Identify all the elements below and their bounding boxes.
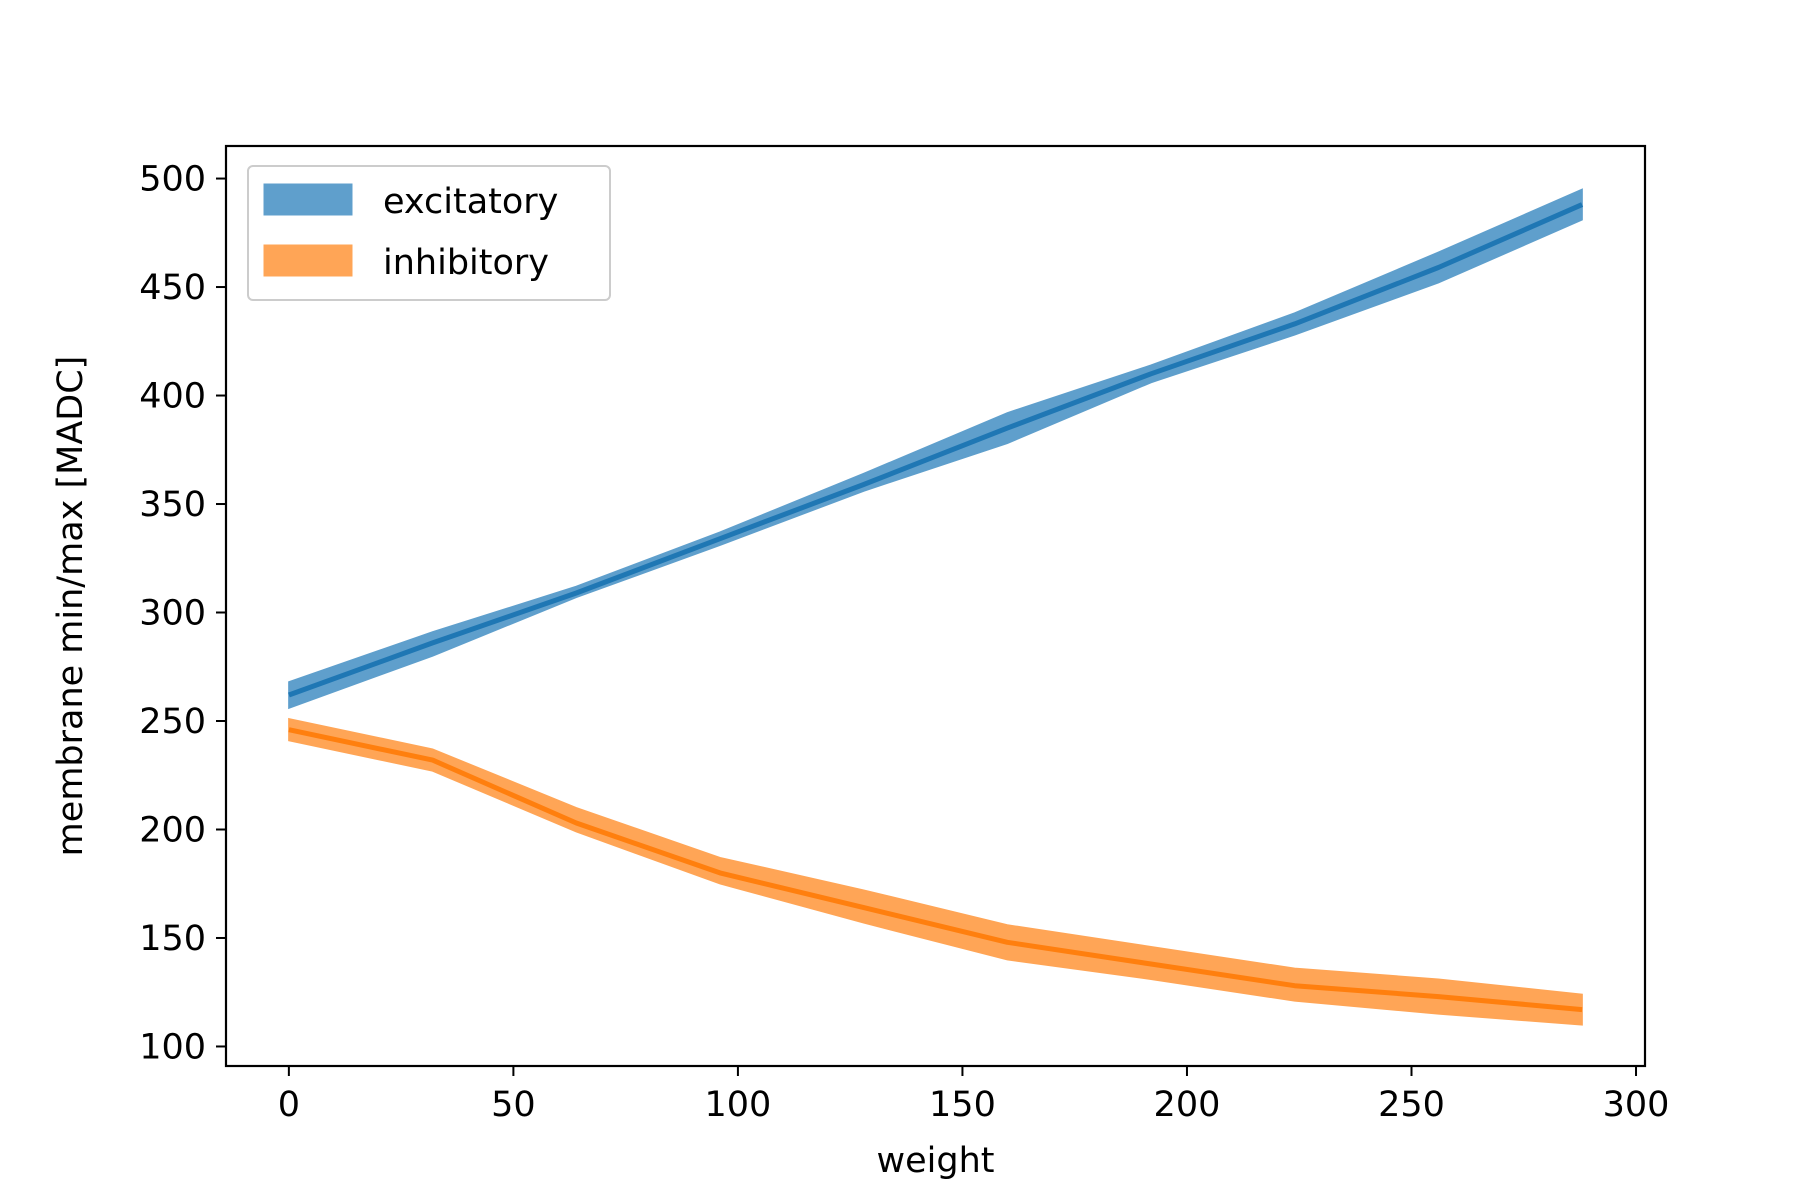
legend-label-excitatory: excitatory: [383, 182, 558, 222]
x-axis-label: weight: [876, 1141, 994, 1181]
x-axis: 0 50 100 150 200 250 300: [278, 1066, 1670, 1125]
band-inhibitory: [288, 717, 1583, 1026]
x-tick-label: 300: [1603, 1085, 1670, 1125]
legend: excitatory inhibitory: [247, 165, 611, 301]
plot-frame: [224, 144, 1647, 1068]
y-axis-label: membrane min/max [MADC]: [51, 356, 91, 857]
x-tick-label: 0: [278, 1085, 300, 1125]
line-excitatory: [288, 202, 1584, 698]
bands-layer: [288, 188, 1583, 1026]
x-tick-label: 200: [1154, 1085, 1221, 1125]
y-tick-label: 200: [139, 810, 206, 850]
line-inhibitory: [288, 727, 1583, 1013]
y-tick-label: 150: [139, 919, 206, 959]
x-tick-label: 50: [491, 1085, 536, 1125]
x-tick-label: 150: [929, 1085, 996, 1125]
lines-layer: [288, 202, 1584, 1013]
y-tick-label: 300: [139, 594, 206, 634]
x-tick-label: 250: [1378, 1085, 1445, 1125]
x-tick-label: 100: [705, 1085, 772, 1125]
y-tick-label: 450: [139, 268, 206, 308]
y-tick-label: 500: [139, 160, 206, 200]
y-tick-label: 100: [139, 1027, 206, 1067]
y-axis: 100 150 200 250 300 350 400 450 500: [139, 160, 226, 1067]
legend-swatch-inhibitory: [263, 244, 353, 277]
y-tick-label: 250: [139, 702, 206, 742]
legend-label-inhibitory: inhibitory: [383, 243, 549, 283]
y-tick-label: 400: [139, 377, 206, 417]
y-tick-label: 350: [139, 485, 206, 525]
legend-swatch-excitatory: [263, 183, 353, 216]
